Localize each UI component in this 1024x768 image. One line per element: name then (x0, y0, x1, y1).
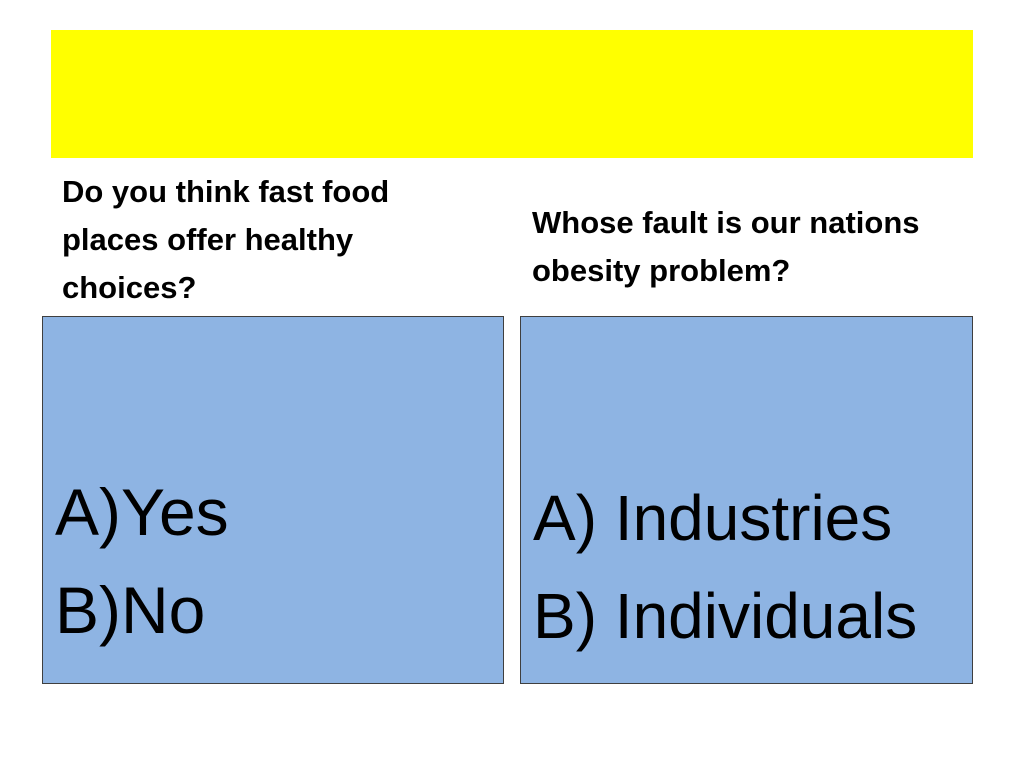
right-answer-a: A) Industries (533, 482, 893, 554)
left-answer-b: B)No (55, 573, 206, 647)
right-answer-b: B) Individuals (533, 580, 918, 652)
left-answer-box: A)Yes B)No (42, 316, 504, 684)
left-answer-a: A)Yes (55, 475, 229, 549)
right-question: Whose fault is our nations obesity probl… (532, 205, 920, 288)
title-banner (51, 30, 973, 158)
right-answer-list: A) Industries B) Individuals (533, 469, 917, 665)
left-answer-list: A)Yes B)No (55, 463, 229, 659)
right-answer-box: A) Industries B) Individuals (520, 316, 973, 684)
left-question: Do you think fast food places offer heal… (62, 174, 390, 305)
